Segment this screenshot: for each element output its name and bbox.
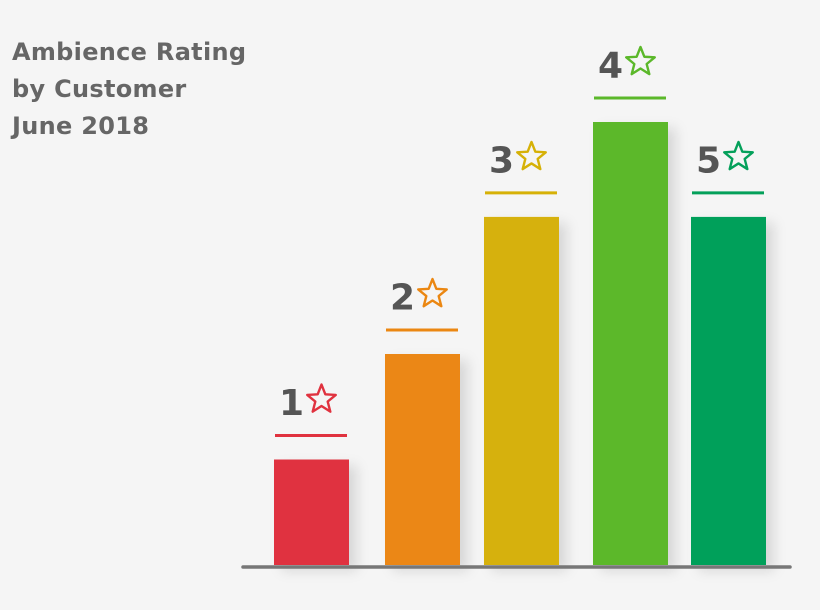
category-label-2: 2 (390, 278, 415, 319)
category-label-5: 5 (696, 140, 721, 181)
star-outline-icon (723, 140, 754, 171)
star-outline-icon (306, 383, 337, 413)
star-outline-icon (625, 45, 656, 76)
chart-title-line-1: Ambience Rating (12, 38, 247, 66)
category-label-1: 1 (279, 383, 304, 424)
bar-4 (593, 122, 668, 565)
star-outline-icon (417, 277, 448, 308)
chart-title-line-2: by Customer (12, 75, 187, 103)
bar-5 (691, 216, 766, 565)
bar-3 (484, 216, 559, 565)
bar-1 (274, 459, 349, 565)
star-outline-icon (516, 140, 547, 171)
category-label-3: 3 (489, 140, 514, 181)
bar-2 (385, 354, 460, 565)
chart-title-line-3: June 2018 (12, 112, 150, 140)
category-label-4: 4 (598, 46, 623, 87)
chart-title: Ambience Rating by Customer June 2018 (12, 34, 246, 145)
